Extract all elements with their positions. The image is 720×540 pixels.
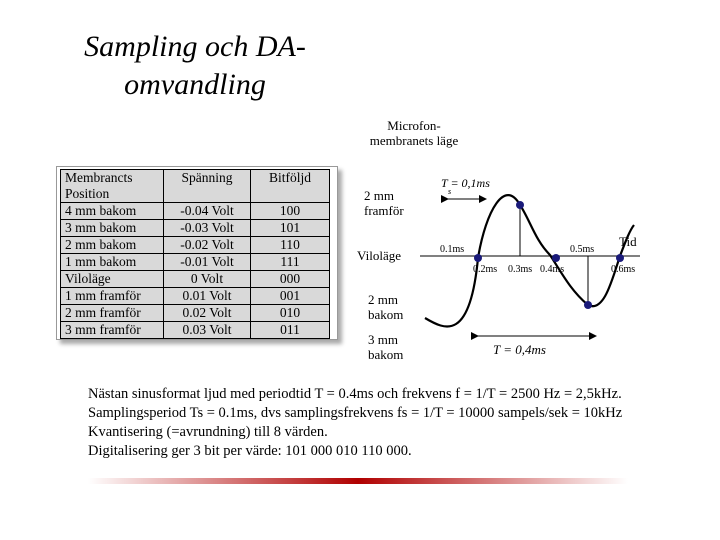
header-position-line2: Position xyxy=(65,186,110,201)
table-row: Viloläge 0 Volt 000 xyxy=(60,270,330,288)
tick-label-2: 0.2ms xyxy=(473,264,498,275)
description-text: Nästan sinusformat ljud med periodtid T … xyxy=(88,385,622,461)
cell-voltage: -0.04 Volt xyxy=(163,202,251,220)
cell-position: 2 mm framför xyxy=(60,304,164,322)
y-axis-title: Microfon- membranets läge xyxy=(364,118,464,148)
cell-bits: 010 xyxy=(250,304,330,322)
label-3mm-bakom-line1: 3 mm xyxy=(368,332,398,347)
label-2mm-bakom-line2: bakom xyxy=(368,307,404,322)
tick-label-5: 0.5ms xyxy=(570,244,595,255)
time-axis-label: Tid xyxy=(619,234,637,249)
cell-voltage: -0.01 Volt xyxy=(163,253,251,271)
y-axis-title-line2: membranets läge xyxy=(369,133,459,148)
tick-label-1: 0.1ms xyxy=(440,244,465,255)
table-row: 1 mm framför 0.01 Volt 001 xyxy=(60,287,330,305)
label-2mm-bakom: 2 mm bakom xyxy=(368,292,403,322)
y-axis-title-line1: Microfon- xyxy=(387,118,441,133)
header-position-line1: Membrancts xyxy=(65,170,133,185)
label-vilolage: Viloläge xyxy=(357,248,401,263)
header-bits: Bitföljd xyxy=(250,169,330,203)
ts-label-text: T = 0,1ms xyxy=(441,176,490,190)
label-2mm-framfor-line1: 2 mm xyxy=(364,188,394,203)
tick-label-3: 0.3ms xyxy=(508,264,533,275)
decorative-bottom-bar xyxy=(88,478,628,484)
sample-point-4 xyxy=(584,301,592,309)
cell-voltage: 0 Volt xyxy=(163,270,251,288)
title-line-2: omvandling xyxy=(124,68,266,101)
table-row: 3 mm framför 0.03 Volt 011 xyxy=(60,321,330,339)
cell-voltage: -0.03 Volt xyxy=(163,219,251,237)
cell-bits: 111 xyxy=(250,253,330,271)
label-3mm-bakom-line2: bakom xyxy=(368,347,404,362)
sample-point-3 xyxy=(552,254,560,262)
table-row: 2 mm bakom -0.02 Volt 110 xyxy=(60,236,330,254)
quantization-table: Membrancts Position Spänning Bitföljd 4 … xyxy=(60,169,330,339)
sound-waveform xyxy=(424,194,635,328)
sample-stems xyxy=(474,201,624,309)
ts-label: T = 0,1ms xyxy=(441,176,490,191)
label-3mm-bakom: 3 mm bakom xyxy=(368,332,403,362)
label-2mm-framfor-line2: framför xyxy=(364,203,404,218)
table-row: 1 mm bakom -0.01 Volt 111 xyxy=(60,253,330,271)
period-label: T = 0,4ms xyxy=(493,342,546,357)
description-line-4: Digitalisering ger 3 bit per värde: 101 … xyxy=(88,443,412,459)
tick-label-4: 0.4ms xyxy=(540,264,565,275)
cell-voltage: -0.02 Volt xyxy=(163,236,251,254)
cell-voltage: 0.03 Volt xyxy=(163,321,251,339)
cell-position: 1 mm bakom xyxy=(60,253,164,271)
sample-point-5 xyxy=(616,254,624,262)
description-line-3: Kvantisering (=avrundning) till 8 värden… xyxy=(88,424,328,440)
label-2mm-framfor: 2 mm framför xyxy=(364,188,404,218)
description-line-1: Nästan sinusformat ljud med periodtid T … xyxy=(88,386,622,402)
tick-label-6: 0.6ms xyxy=(611,264,636,275)
table-row: 3 mm bakom -0.03 Volt 101 xyxy=(60,219,330,237)
table-row: 4 mm bakom -0.04 Volt 100 xyxy=(60,202,330,220)
title-line-1: Sampling och DA- xyxy=(84,30,306,63)
sample-point-2 xyxy=(516,201,524,209)
cell-bits: 011 xyxy=(250,321,330,339)
slide-title: Sampling och DA- omvandling xyxy=(60,28,330,104)
description-line-2: Samplingsperiod Ts = 0.1ms, dvs sampling… xyxy=(88,405,623,421)
cell-position: 1 mm framför xyxy=(60,287,164,305)
sample-point-1 xyxy=(474,254,482,262)
table-header-row: Membrancts Position Spänning Bitföljd xyxy=(60,169,330,203)
quantization-table-frame: Membrancts Position Spänning Bitföljd 4 … xyxy=(56,166,338,340)
label-2mm-bakom-line1: 2 mm xyxy=(368,292,398,307)
ts-subscript: s xyxy=(448,187,452,196)
cell-position: 4 mm bakom xyxy=(60,202,164,220)
cell-bits: 101 xyxy=(250,219,330,237)
